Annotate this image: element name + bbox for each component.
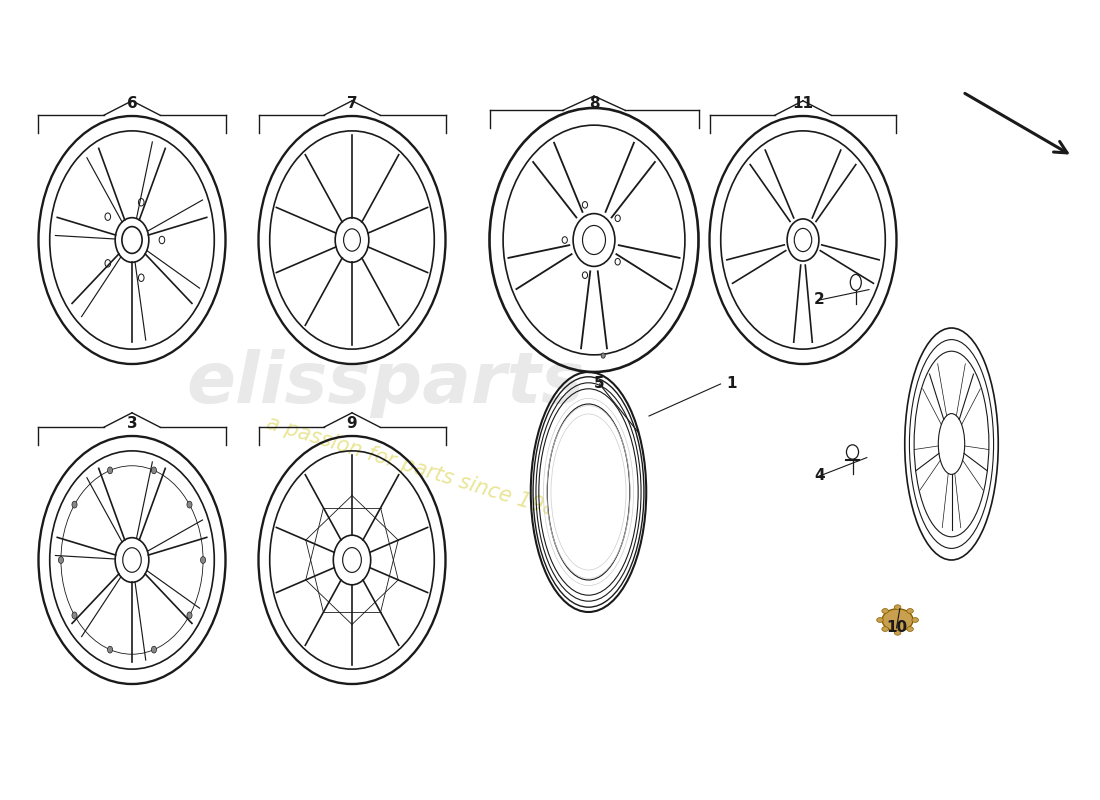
Text: 6: 6	[126, 97, 138, 111]
Ellipse shape	[152, 646, 156, 653]
Text: 9: 9	[346, 417, 358, 431]
Ellipse shape	[108, 467, 112, 474]
Text: 4: 4	[814, 469, 825, 483]
Ellipse shape	[58, 557, 64, 563]
Ellipse shape	[894, 605, 901, 610]
Ellipse shape	[877, 618, 883, 622]
Ellipse shape	[894, 630, 901, 635]
Text: 10: 10	[886, 621, 907, 635]
Ellipse shape	[882, 609, 889, 614]
Ellipse shape	[72, 501, 77, 508]
Text: 11: 11	[792, 97, 814, 111]
Text: 7: 7	[346, 97, 358, 111]
Ellipse shape	[906, 609, 913, 614]
Text: a passion for parts since 1985: a passion for parts since 1985	[264, 412, 572, 524]
Ellipse shape	[200, 557, 206, 563]
Ellipse shape	[108, 646, 112, 653]
Ellipse shape	[548, 404, 629, 580]
Ellipse shape	[152, 467, 156, 474]
Ellipse shape	[882, 626, 889, 631]
Ellipse shape	[912, 618, 918, 622]
Text: 3: 3	[126, 417, 138, 431]
Text: 2: 2	[814, 293, 825, 307]
Text: 8: 8	[588, 97, 600, 111]
Ellipse shape	[601, 353, 605, 358]
Ellipse shape	[906, 626, 913, 631]
Ellipse shape	[882, 609, 913, 631]
Text: 1: 1	[726, 377, 737, 391]
Ellipse shape	[187, 501, 192, 508]
Text: elissparts: elissparts	[186, 350, 584, 418]
Ellipse shape	[72, 612, 77, 619]
Text: 5: 5	[594, 377, 605, 391]
Ellipse shape	[187, 612, 192, 619]
